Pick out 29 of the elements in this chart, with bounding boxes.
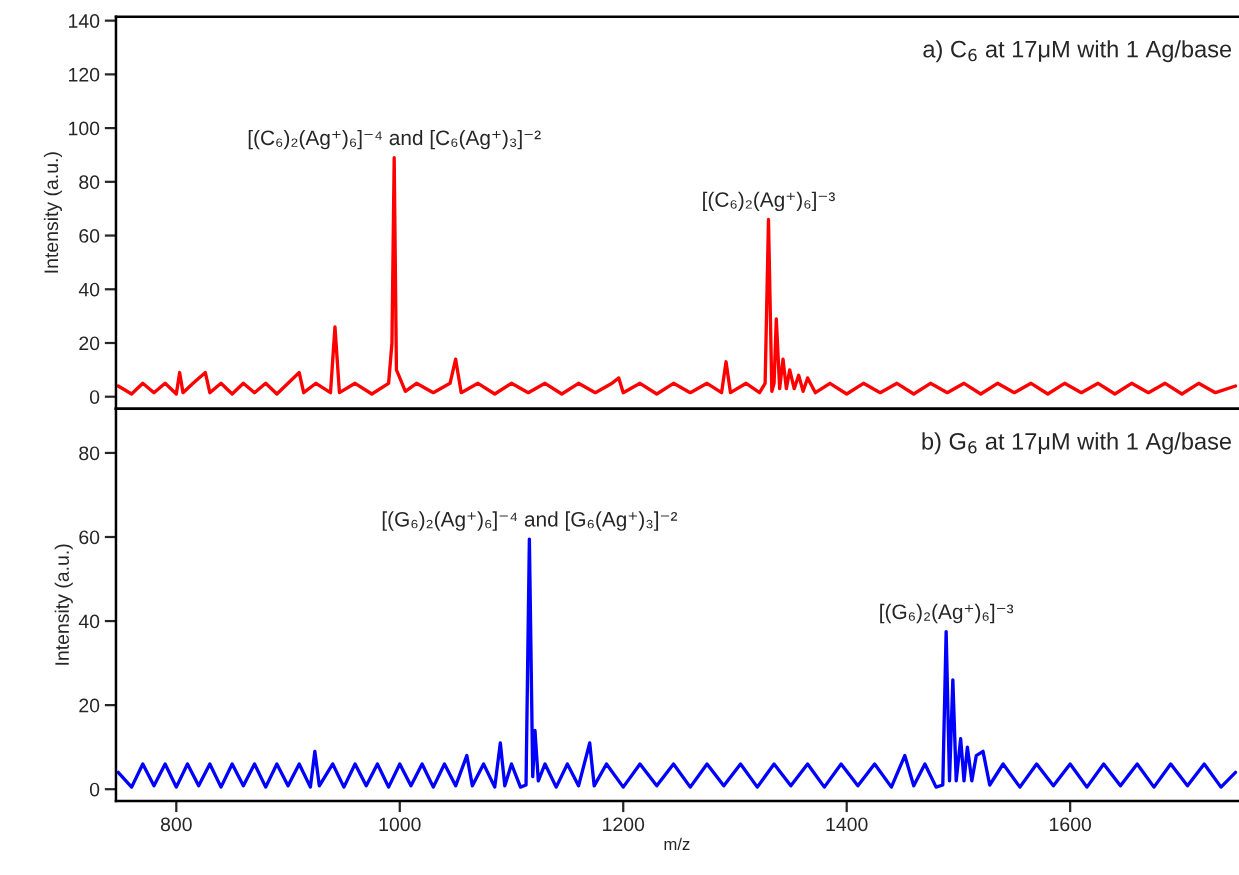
y-tick-label: 60: [79, 530, 100, 545]
y-tick-label: 100: [69, 121, 100, 136]
annotation: [(C₆)₂(Ag⁺)₆]⁻³: [703, 191, 835, 212]
y-tick-label: 120: [69, 67, 100, 82]
y-tick-label: 20: [79, 698, 100, 713]
y-tick-label: 0: [89, 390, 100, 404]
y-tick-label: 40: [78, 282, 100, 297]
y-tick-label: 80: [79, 446, 100, 461]
y-tick-label: 80: [79, 175, 100, 190]
x-axis-title: m/z: [664, 837, 690, 851]
line-series: [116, 155, 1238, 396]
text: a) C$_{6}$ at 17μM with 1 Ag/base: [923, 40, 1232, 63]
y-axis-title: Intensity (a.u.): [43, 152, 62, 273]
line-series: [116, 537, 1238, 789]
x-tick-label: 1000: [379, 817, 421, 832]
annotation: [(G₆)₂(Ag⁺)₆]⁻³: [880, 603, 1014, 624]
y-tick-label: 0: [89, 782, 100, 797]
y-axis-title: Intensity (a.u.): [54, 544, 73, 665]
annotation: [(C₆)₂(Ag⁺)₆]⁻⁴ and [C₆(Ag⁺)₃]⁻²: [248, 129, 541, 150]
x-tick-label: 1600: [1050, 817, 1092, 832]
x-tick-label: 1400: [826, 817, 868, 832]
text: b) G$_{6}$ at 17μM with 1 Ag/base: [922, 432, 1231, 455]
annotation: [(G₆)₂(Ag⁺)₆]⁻⁴ and [G₆(Ag⁺)₃]⁻²: [382, 511, 678, 531]
y-tick-label: 20: [79, 336, 100, 351]
x-tick-label: 800: [160, 817, 192, 832]
y-tick-label: 40: [78, 614, 100, 629]
y-tick-label: 60: [79, 229, 100, 243]
y-tick-label: 140: [69, 14, 100, 28]
x-tick-label: 1200: [603, 817, 645, 832]
